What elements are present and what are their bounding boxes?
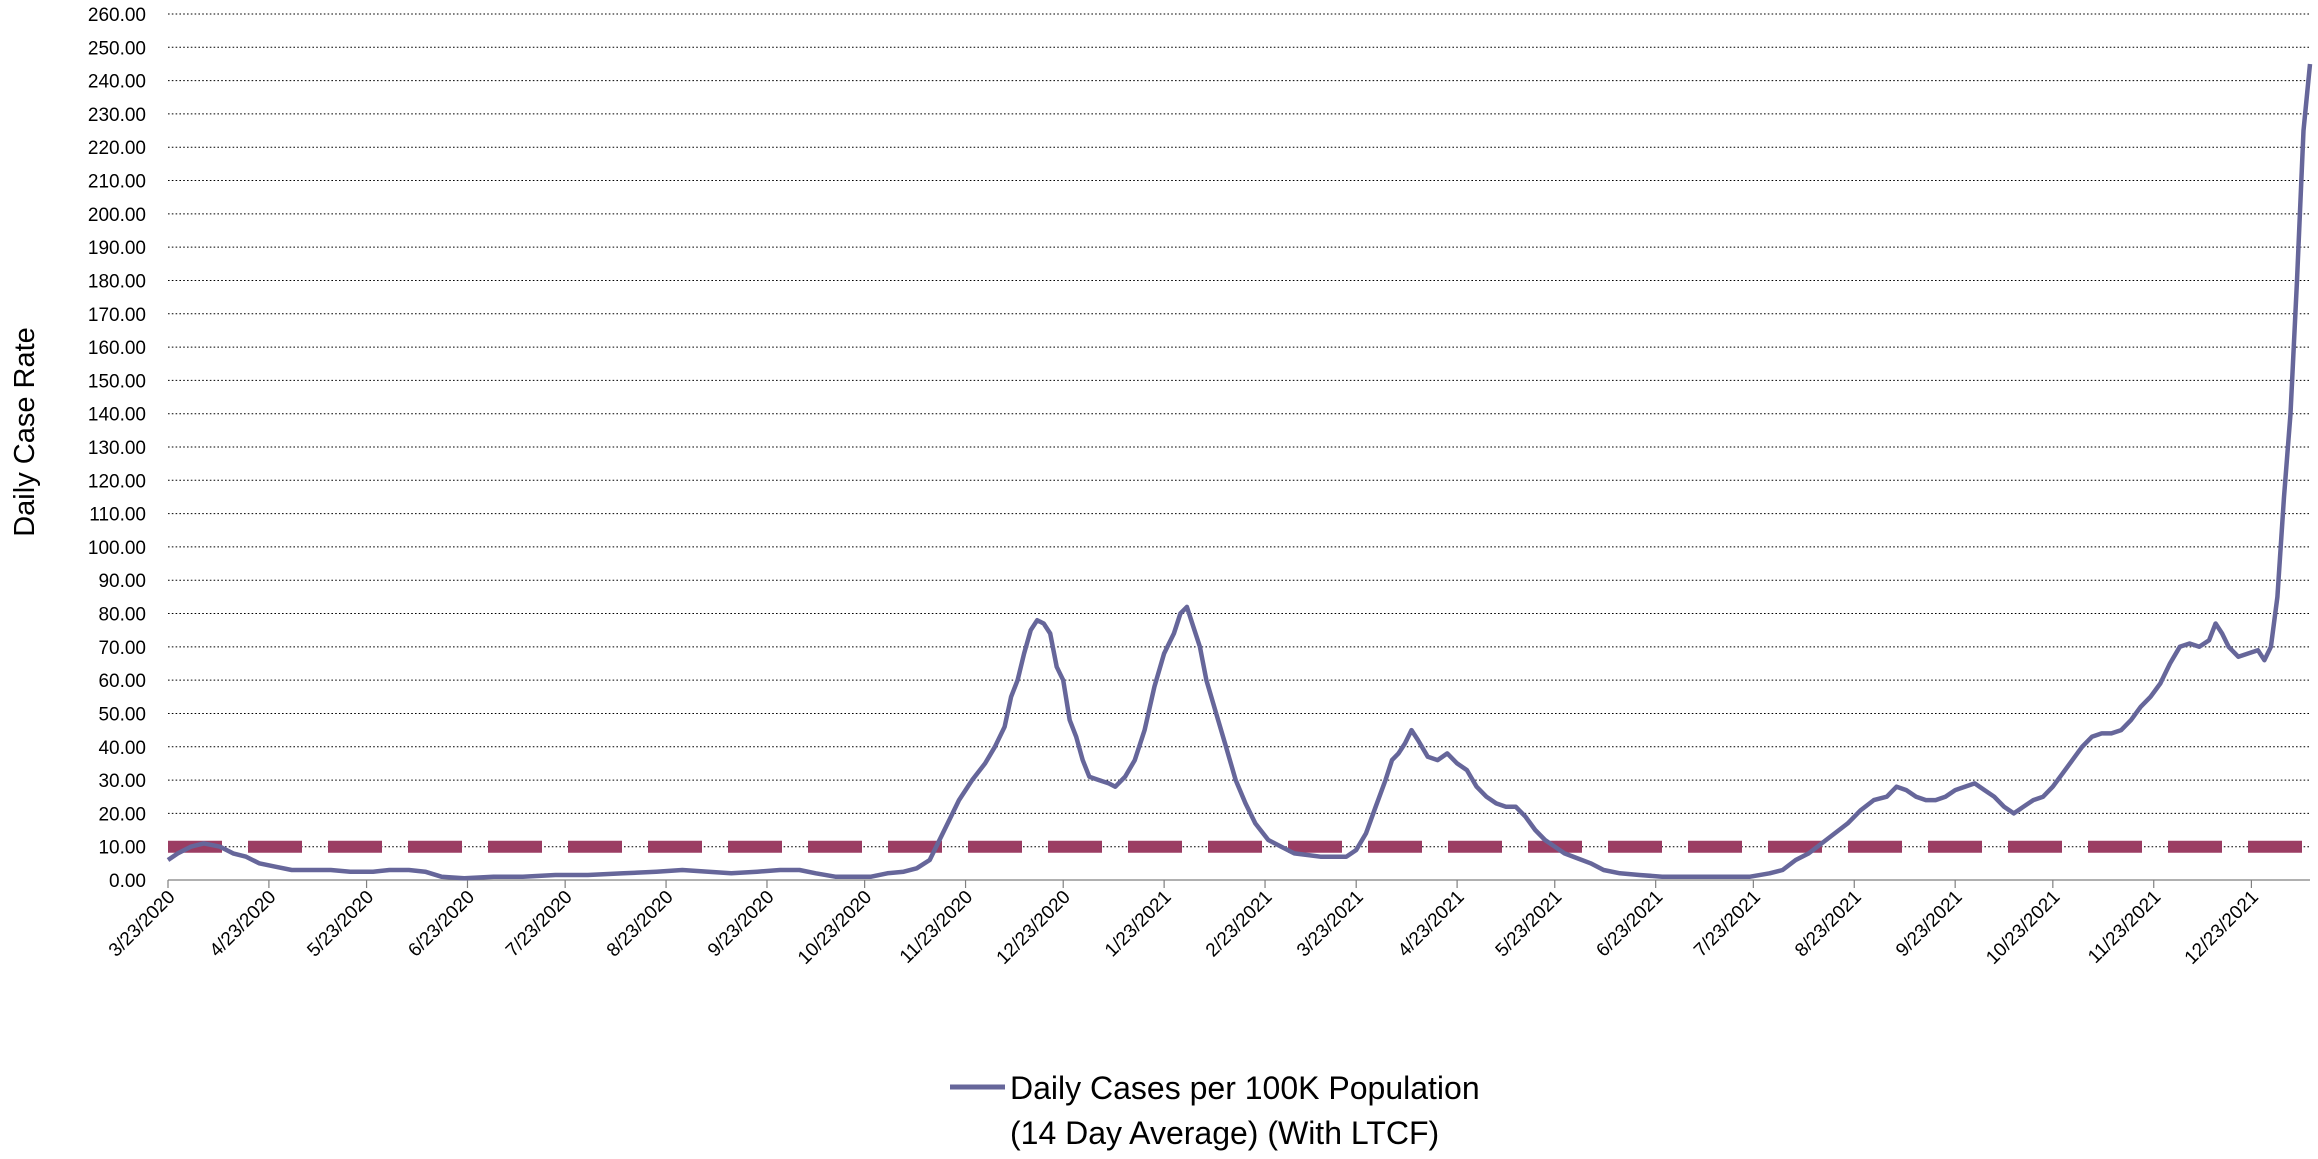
y-tick-label: 0.00 bbox=[109, 871, 146, 892]
x-tick-label: 12/23/2020 bbox=[993, 887, 1075, 969]
y-tick-label: 110.00 bbox=[89, 505, 146, 526]
x-tick-label: 1/23/2021 bbox=[1101, 887, 1176, 962]
y-axis-tick-labels: 0.00 10.00 20.00 30.00 40.00 50.00 60.00 70.00 8… bbox=[88, 5, 146, 892]
x-tick-label: 12/23/2021 bbox=[2181, 887, 2263, 969]
x-tick-label: 6/23/2021 bbox=[1593, 887, 1668, 962]
y-tick-label: 150.00 bbox=[88, 371, 146, 392]
legend: Daily Cases per 100K Population (14 Day … bbox=[950, 1070, 1480, 1151]
y-tick-label: 190.00 bbox=[88, 238, 146, 259]
x-tick-label: 5/23/2020 bbox=[303, 887, 378, 962]
y-tick-label: 90.00 bbox=[98, 571, 146, 592]
x-tick-label: 8/23/2020 bbox=[603, 887, 678, 962]
x-tick-label: 5/23/2021 bbox=[1492, 887, 1567, 962]
x-tick-label: 6/23/2020 bbox=[404, 887, 479, 962]
legend-label-line1: Daily Cases per 100K Population bbox=[1010, 1070, 1480, 1106]
axes bbox=[167, 879, 2310, 888]
x-tick-label: 4/23/2021 bbox=[1394, 887, 1469, 962]
y-tick-label: 140.00 bbox=[88, 405, 146, 426]
y-tick-label: 170.00 bbox=[88, 305, 146, 326]
y-axis-label: Daily Case Rate bbox=[9, 327, 41, 537]
x-tick-label: 3/23/2020 bbox=[105, 887, 180, 962]
legend-label-line2: (14 Day Average) (With LTCF) bbox=[1010, 1115, 1439, 1151]
x-tick-label: 10/23/2021 bbox=[1982, 887, 2064, 969]
x-tick-label: 10/23/2020 bbox=[794, 887, 876, 969]
y-tick-label: 30.00 bbox=[98, 771, 146, 792]
y-tick-label: 240.00 bbox=[88, 72, 146, 93]
y-tick-label: 250.00 bbox=[88, 38, 146, 59]
y-tick-label: 260.00 bbox=[88, 5, 146, 26]
x-tick-label: 7/23/2021 bbox=[1690, 887, 1765, 962]
daily-cases-series-line bbox=[166, 63, 2313, 881]
y-tick-label: 10.00 bbox=[98, 838, 146, 859]
x-tick-label: 3/23/2021 bbox=[1293, 887, 1368, 962]
y-tick-label: 230.00 bbox=[88, 105, 146, 126]
y-tick-label: 180.00 bbox=[88, 271, 146, 292]
gridlines bbox=[168, 13, 2310, 848]
y-tick-label: 120.00 bbox=[88, 471, 146, 492]
y-tick-label: 220.00 bbox=[88, 138, 146, 159]
y-tick-label: 160.00 bbox=[88, 338, 146, 359]
y-tick-label: 210.00 bbox=[88, 172, 146, 193]
x-tick-label: 11/23/2021 bbox=[2084, 887, 2165, 968]
y-tick-label: 200.00 bbox=[88, 205, 146, 226]
y-tick-label: 100.00 bbox=[88, 538, 146, 559]
series bbox=[166, 63, 2313, 881]
y-tick-label: 50.00 bbox=[98, 704, 146, 725]
x-tick-label: 2/23/2021 bbox=[1202, 887, 1277, 962]
x-tick-label: 7/23/2020 bbox=[502, 887, 577, 962]
x-axis-tick-labels: 3/23/2020 4/23/2020 5/23/2020 6/23/2020 7/23… bbox=[105, 887, 2263, 969]
y-tick-label: 60.00 bbox=[98, 671, 146, 692]
y-tick-label: 80.00 bbox=[98, 605, 146, 626]
x-tick-label: 9/23/2021 bbox=[1892, 887, 1967, 962]
y-tick-label: 40.00 bbox=[98, 738, 146, 759]
x-tick-label: 4/23/2020 bbox=[206, 887, 281, 962]
x-tick-label: 9/23/2020 bbox=[704, 887, 779, 962]
y-tick-label: 130.00 bbox=[88, 438, 146, 459]
y-tick-label: 70.00 bbox=[98, 638, 146, 659]
x-tick-label: 8/23/2021 bbox=[1791, 887, 1866, 962]
y-tick-label: 20.00 bbox=[98, 804, 146, 825]
x-tick-label: 11/23/2020 bbox=[896, 887, 977, 968]
